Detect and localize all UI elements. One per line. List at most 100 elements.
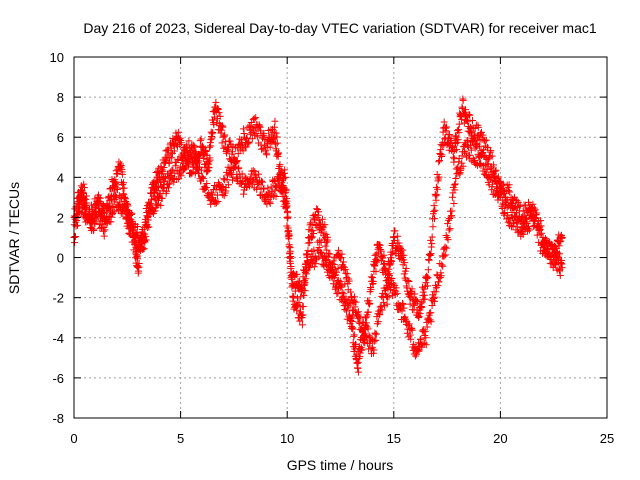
data-point: [421, 295, 429, 303]
y-tick-label: 2: [57, 210, 64, 225]
data-point: [258, 145, 266, 153]
data-point: [448, 207, 456, 215]
data-point: [322, 230, 330, 238]
data-point: [207, 142, 215, 150]
data-point: [82, 195, 90, 203]
data-point: [210, 113, 218, 121]
data-point: [514, 217, 522, 225]
data-point: [346, 300, 354, 308]
data-point: [266, 143, 274, 151]
data-point: [466, 111, 474, 119]
x-tick-label: 25: [600, 431, 614, 446]
data-point: [180, 164, 188, 172]
data-point: [499, 190, 507, 198]
data-point: [505, 181, 513, 189]
data-point: [71, 232, 79, 240]
data-point: [358, 346, 366, 354]
data-point: [362, 314, 370, 322]
data-point: [422, 341, 430, 349]
data-point: [76, 196, 84, 204]
data-point: [532, 214, 540, 222]
data-point: [486, 164, 494, 172]
y-tick-label: -6: [52, 371, 64, 386]
data-point: [432, 183, 440, 191]
data-point: [492, 166, 500, 174]
data-point: [316, 237, 324, 245]
data-point: [354, 368, 362, 376]
data-point: [120, 194, 128, 202]
data-point: [185, 137, 193, 145]
data-point: [368, 274, 376, 282]
data-point: [162, 175, 170, 183]
data-point: [258, 178, 266, 186]
data-point: [287, 254, 295, 262]
data-point: [90, 226, 98, 234]
data-point: [326, 250, 334, 258]
data-point: [285, 243, 293, 251]
data-point: [468, 116, 476, 124]
data-point: [426, 309, 434, 317]
plot-frame: [73, 56, 608, 419]
data-point: [519, 230, 527, 238]
data-point: [465, 110, 473, 118]
data-point: [285, 235, 293, 243]
y-tick-label: -4: [52, 331, 64, 346]
data-point: [423, 323, 431, 331]
data-point: [424, 274, 432, 282]
data-point: [548, 260, 556, 268]
data-point: [402, 264, 410, 272]
data-point: [348, 325, 356, 332]
data-point: [333, 268, 341, 276]
data-point: [461, 112, 469, 120]
data-point: [100, 232, 108, 240]
data-point: [356, 319, 364, 327]
data-point: [222, 138, 230, 146]
data-point: [336, 277, 344, 285]
data-point: [117, 193, 125, 201]
data-point: [340, 290, 348, 298]
data-point: [372, 336, 380, 344]
data-point: [177, 139, 185, 147]
data-point: [430, 202, 438, 210]
data-point: [220, 175, 228, 183]
data-point: [427, 236, 435, 244]
data-point: [385, 293, 393, 301]
data-point: [441, 243, 449, 251]
data-point: [538, 229, 546, 237]
data-point: [335, 246, 343, 254]
data-point: [225, 181, 233, 189]
data-point: [350, 332, 358, 340]
data-point: [266, 199, 274, 207]
data-point: [214, 197, 222, 205]
data-point: [208, 130, 216, 138]
data-point: [529, 222, 537, 230]
data-point: [367, 285, 375, 293]
data-point: [209, 129, 217, 137]
data-point: [299, 311, 307, 319]
data-point: [110, 208, 118, 216]
data-point: [383, 300, 391, 308]
data-point: [270, 135, 278, 143]
data-point: [364, 308, 372, 316]
data-point: [380, 251, 388, 259]
data-point: [194, 159, 202, 167]
data-point: [513, 197, 521, 205]
data-point: [310, 229, 318, 237]
data-point: [474, 123, 482, 131]
data-point: [454, 136, 462, 144]
data-point: [547, 241, 555, 249]
data-point: [377, 302, 385, 310]
data-point: [144, 224, 152, 232]
data-point: [495, 192, 503, 200]
data-point: [330, 260, 338, 268]
data-point: [298, 321, 306, 329]
data-point: [507, 204, 515, 212]
data-point: [82, 206, 90, 214]
x-tick-label: 5: [177, 431, 184, 446]
data-point: [306, 219, 314, 227]
data-point: [309, 226, 317, 234]
data-point: [81, 205, 89, 213]
data-point: [458, 115, 466, 123]
data-point: [541, 237, 549, 245]
data-point: [556, 271, 564, 279]
